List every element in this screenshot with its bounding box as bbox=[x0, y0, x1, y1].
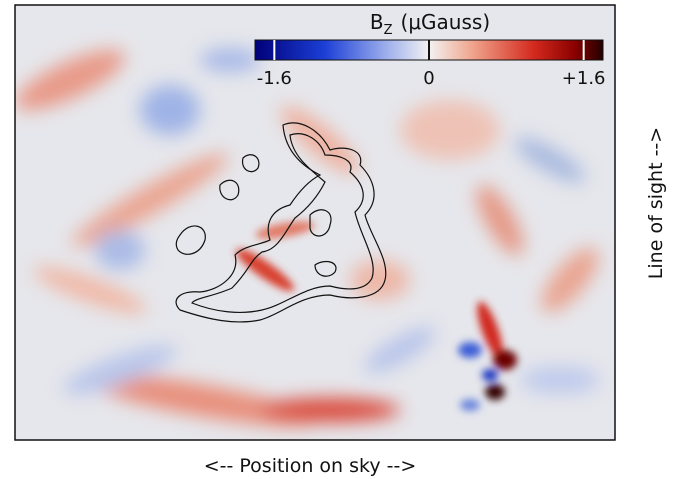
colorbar-unit: (μGauss) bbox=[401, 10, 491, 34]
contours bbox=[175, 122, 387, 323]
colorbar-tick-label: -1.6 bbox=[257, 68, 292, 89]
field-map bbox=[15, 5, 615, 440]
plot-frame bbox=[14, 4, 616, 441]
colorbar-subscript: Z bbox=[384, 23, 393, 38]
colorbar-tick-label: +1.6 bbox=[562, 68, 606, 89]
colorbar-title: BZ (μGauss) bbox=[370, 10, 490, 38]
y-axis-label: Line of sight --> bbox=[645, 127, 667, 279]
x-axis-label: <-- Position on sky --> bbox=[204, 455, 417, 477]
colorbar-tick-label: 0 bbox=[423, 68, 434, 89]
colorbar-symbol: B bbox=[370, 10, 384, 34]
